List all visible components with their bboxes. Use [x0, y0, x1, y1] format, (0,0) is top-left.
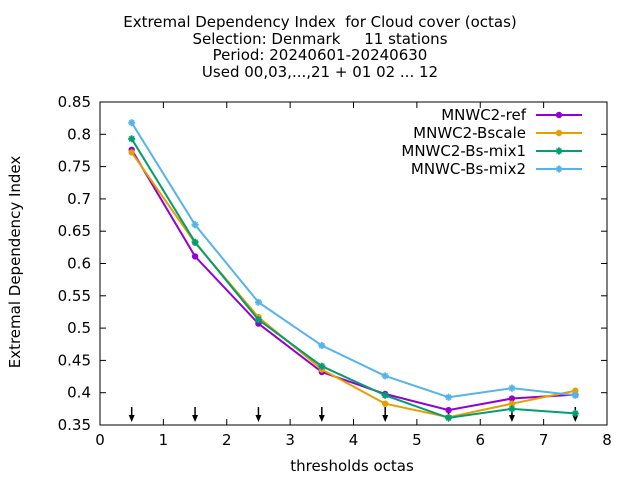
- y-tick-label: 0.5: [67, 319, 91, 337]
- plot-frame: [99, 101, 608, 426]
- legend-marker: [555, 111, 563, 119]
- y-axis-label: Extremal Dependency Index: [6, 156, 24, 369]
- title-line-2: Selection: Denmark 11 stations: [192, 29, 448, 48]
- data-point: [128, 119, 136, 127]
- data-point: [381, 391, 389, 399]
- legend: MNWC2-refMNWC2-BscaleMNWC2-Bs-mix1MNWC-B…: [401, 106, 582, 178]
- legend-label: MNWC-Bs-mix2: [411, 160, 526, 178]
- y-tick-label: 0.75: [58, 158, 91, 176]
- legend-marker: [555, 129, 563, 137]
- legend-label: MNWC2-ref: [441, 106, 526, 124]
- y-tick-label: 0.35: [58, 416, 91, 434]
- data-point: [128, 135, 136, 143]
- title-line-1: Extremal Dependency Index for Cloud cove…: [123, 13, 517, 31]
- threshold-arrow: [255, 407, 262, 422]
- y-tick-label: 0.4: [67, 384, 91, 402]
- x-tick-label: 1: [159, 431, 169, 449]
- y-tick-label: 0.65: [58, 222, 91, 240]
- x-tick-label: 7: [539, 431, 549, 449]
- series-MNWC2-ref: [128, 146, 579, 414]
- data-point: [191, 238, 199, 246]
- x-tick-label: 4: [349, 431, 359, 449]
- x-tick-label: 6: [475, 431, 485, 449]
- data-point: [191, 221, 199, 229]
- y-tick-label: 0.85: [58, 93, 91, 111]
- x-tick-label: 0: [95, 431, 105, 449]
- data-point: [508, 384, 516, 392]
- y-tick-label: 0.7: [67, 190, 91, 208]
- legend-marker: [555, 147, 563, 155]
- chart-title: Extremal Dependency Index for Cloud cove…: [0, 14, 640, 80]
- data-point: [254, 298, 262, 306]
- series-line: [130, 151, 576, 419]
- data-point: [318, 362, 326, 370]
- title-line-4: Used 00,03,...,21 + 01 02 ... 12: [201, 62, 439, 81]
- data-point: [508, 395, 516, 402]
- series-layer: [128, 119, 579, 422]
- y-tick-label: 0.55: [58, 287, 91, 305]
- x-axis-label: thresholds octas: [290, 457, 414, 475]
- legend-entry: MNWC2-Bscale: [413, 124, 582, 142]
- x-tick-label: 3: [285, 431, 295, 449]
- series-MNWC2-Bs-mix1: [128, 135, 579, 422]
- x-tick-label: 2: [222, 431, 232, 449]
- y-tick-label: 0.45: [58, 351, 91, 369]
- data-point: [508, 405, 516, 413]
- threshold-arrow: [192, 407, 199, 422]
- legend-label: MNWC2-Bscale: [413, 124, 526, 142]
- threshold-arrow: [382, 407, 389, 422]
- data-point: [254, 316, 262, 324]
- threshold-arrow: [318, 407, 325, 422]
- series-line: [130, 122, 576, 399]
- series-line: [130, 138, 576, 419]
- data-point: [191, 253, 199, 260]
- legend-label: MNWC2-Bs-mix1: [401, 142, 526, 160]
- y-tick-label: 0.8: [67, 125, 91, 143]
- data-point: [571, 409, 579, 417]
- title-line-3: Period: 20240601-20240630: [212, 46, 428, 64]
- data-point: [445, 406, 452, 414]
- data-point: [508, 400, 516, 407]
- data-point: [318, 342, 326, 350]
- y-tick-label: 0.6: [67, 255, 91, 273]
- series-line: [130, 149, 576, 412]
- data-point: [128, 149, 135, 156]
- axes: 0.35 0.4 0.45 0.5 0.55 0.6 0.65 0.7 0.75 0.8 0.85 0…: [58, 93, 612, 449]
- data-point: [445, 393, 453, 401]
- legend-entry: MNWC2-Bs-mix1: [401, 142, 582, 160]
- series-MNWC-Bs-mix2: [128, 119, 579, 401]
- data-point: [571, 391, 579, 399]
- data-point: [445, 414, 453, 422]
- data-point: [381, 372, 389, 380]
- legend-entry: MNWC2-ref: [441, 106, 582, 124]
- legend-entry: MNWC-Bs-mix2: [411, 160, 582, 178]
- data-point: [572, 387, 579, 394]
- data-point: [381, 400, 389, 407]
- legend-marker: [555, 165, 563, 173]
- threshold-arrow: [128, 407, 135, 422]
- x-tick-label: 8: [602, 431, 612, 449]
- x-tick-label: 5: [412, 431, 422, 449]
